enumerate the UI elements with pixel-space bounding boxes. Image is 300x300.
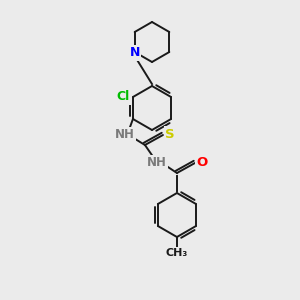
Text: O: O [196, 155, 208, 169]
Text: S: S [165, 128, 175, 140]
Text: CH₃: CH₃ [166, 248, 188, 258]
Text: Cl: Cl [116, 91, 130, 103]
Text: NH: NH [147, 157, 167, 169]
Text: N: N [130, 46, 140, 59]
Text: NH: NH [115, 128, 135, 142]
